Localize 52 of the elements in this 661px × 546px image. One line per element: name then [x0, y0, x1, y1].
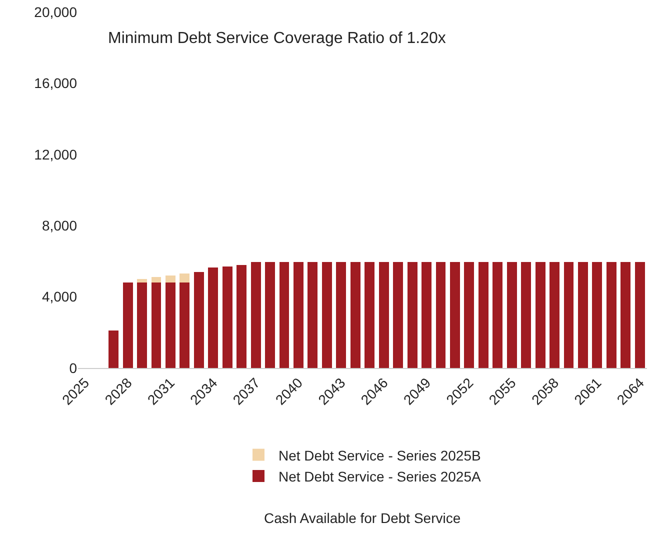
bar [194, 272, 204, 368]
bar [620, 262, 631, 368]
y-tick-label: 20,000 [34, 4, 78, 20]
bar [550, 262, 560, 368]
bar [208, 267, 218, 368]
legend-label: Net Debt Service - Series 2025A [278, 468, 482, 484]
bar [108, 330, 119, 368]
text: Cash Available for Debt Service [264, 510, 461, 526]
bar [122, 282, 133, 368]
bar [151, 277, 162, 283]
bar [450, 262, 460, 368]
bar [364, 262, 375, 368]
bar [492, 262, 503, 368]
legend-label: Net Debt Service - Series 2025B [278, 447, 481, 464]
bar [350, 262, 360, 368]
bar [151, 282, 162, 368]
y-tick-label: 16,000 [34, 75, 78, 92]
bar [279, 262, 290, 368]
bar [137, 282, 147, 368]
bar [294, 262, 304, 368]
bar [464, 262, 474, 368]
bar [393, 262, 404, 368]
annotation: Minimum Debt Service Coverage Ratio of 1.20x [108, 30, 446, 47]
bar [564, 262, 574, 368]
y-tick-label: 12,000 [34, 146, 78, 162]
bar [236, 264, 247, 368]
y-tick-label: 8,000 [42, 218, 78, 234]
bar [308, 262, 318, 368]
y-tick-label: 4,000 [42, 288, 78, 305]
bar [521, 262, 532, 368]
y-tick-label: 0 [69, 360, 78, 376]
bar [606, 262, 616, 368]
bar [535, 262, 546, 368]
bar [180, 282, 190, 368]
bar [222, 266, 232, 368]
bar [165, 282, 176, 368]
bar [165, 275, 176, 283]
bar [436, 262, 446, 368]
bar [407, 262, 418, 368]
bar [137, 279, 147, 283]
bar [322, 262, 332, 368]
bar [378, 262, 389, 368]
bar [250, 262, 261, 368]
bar [578, 262, 588, 368]
bar [592, 262, 602, 368]
bar [336, 262, 346, 368]
bar [478, 262, 488, 368]
bar [422, 262, 432, 368]
bar [506, 262, 517, 368]
bar [634, 262, 645, 368]
bar [180, 274, 190, 283]
bar [265, 262, 276, 368]
